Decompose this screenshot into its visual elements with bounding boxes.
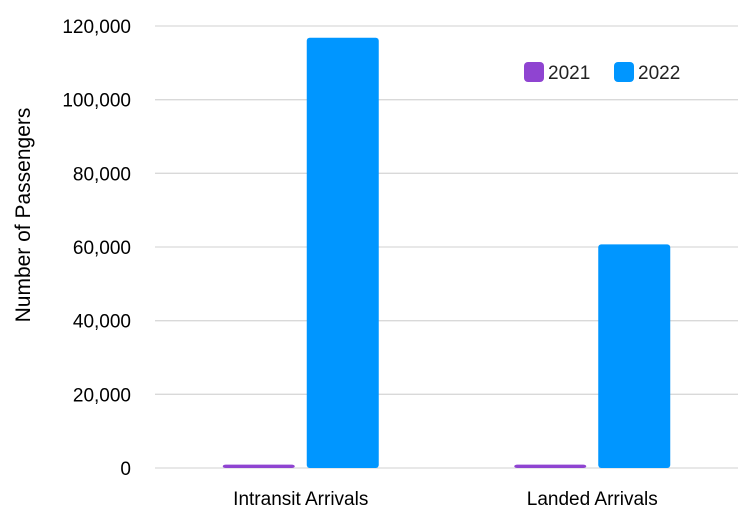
x-tick-label: Intransit Arrivals: [233, 489, 368, 509]
legend-swatch-2021: [524, 62, 544, 82]
legend: 2021 2022: [524, 62, 680, 84]
bar-2022-intransit-arrivals: [306, 37, 379, 468]
legend-label: 2022: [638, 63, 680, 84]
legend-label: 2021: [548, 63, 590, 84]
y-tick-label: 120,000: [62, 17, 131, 38]
y-axis-tick-labels: 0 20,000 40,000 60,000 80,000 100,000 120,000: [62, 17, 131, 480]
y-tick-label: 40,000: [73, 312, 131, 333]
y-axis-title: Number of Passengers: [12, 108, 35, 323]
x-tick-label: Landed Arrivals: [527, 489, 658, 509]
bars: [222, 37, 671, 468]
y-tick-label: 100,000: [62, 91, 131, 112]
y-tick-label: 80,000: [73, 164, 131, 185]
legend-swatch-2022: [614, 62, 634, 82]
y-tick-label: 20,000: [73, 385, 131, 406]
y-tick-label: 0: [120, 459, 131, 480]
x-axis-tick-labels: Intransit Arrivals Landed Arrivals: [233, 489, 658, 509]
y-tick-label: 60,000: [73, 238, 131, 259]
gridlines: [155, 25, 738, 469]
bar-2022-landed-arrivals: [598, 244, 671, 468]
bar-2021-landed-arrivals: [514, 464, 587, 468]
bar-2021-intransit-arrivals: [222, 464, 295, 468]
